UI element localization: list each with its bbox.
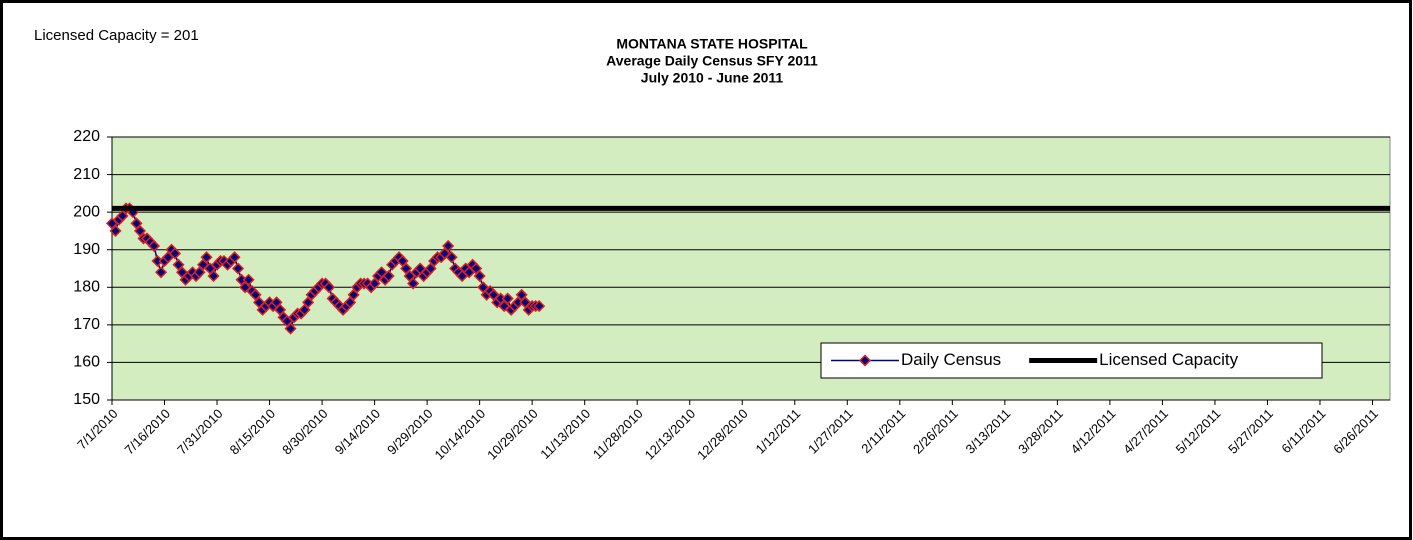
y-tick-label: 170 — [73, 316, 100, 333]
marker — [231, 262, 245, 275]
legend-label: Licensed Capacity — [1099, 350, 1238, 369]
marker — [445, 251, 458, 264]
marker — [382, 269, 395, 283]
marker — [284, 322, 297, 335]
legend-marker — [858, 354, 872, 367]
y-tick-label: 210 — [73, 166, 100, 183]
marker — [533, 300, 546, 313]
marker — [228, 251, 241, 264]
y-tick-label: 200 — [73, 203, 100, 220]
annotation: Licensed Capacity = 201 — [34, 27, 199, 44]
marker — [168, 247, 182, 260]
chart-subtitle: Average Daily Census SFY 2011 — [606, 53, 818, 69]
y-tick-label: 180 — [73, 279, 100, 296]
marker — [501, 292, 514, 305]
marker — [473, 269, 486, 283]
marker — [147, 239, 161, 253]
marker — [109, 224, 122, 237]
y-tick-label: 190 — [73, 241, 100, 258]
marker — [200, 251, 213, 264]
y-tick-label: 160 — [73, 354, 100, 371]
y-tick-label: 220 — [73, 128, 100, 145]
marker — [207, 269, 220, 283]
marker — [442, 239, 455, 253]
marker — [242, 273, 255, 286]
marker — [323, 281, 336, 294]
marker — [407, 277, 420, 290]
chart-title: MONTANA STATE HOSPITAL — [616, 36, 808, 52]
y-tick-label: 150 — [73, 391, 100, 408]
marker — [154, 266, 168, 279]
chart-subtitle: July 2010 - June 2011 — [641, 70, 784, 86]
legend-label: Daily Census — [901, 350, 1001, 369]
